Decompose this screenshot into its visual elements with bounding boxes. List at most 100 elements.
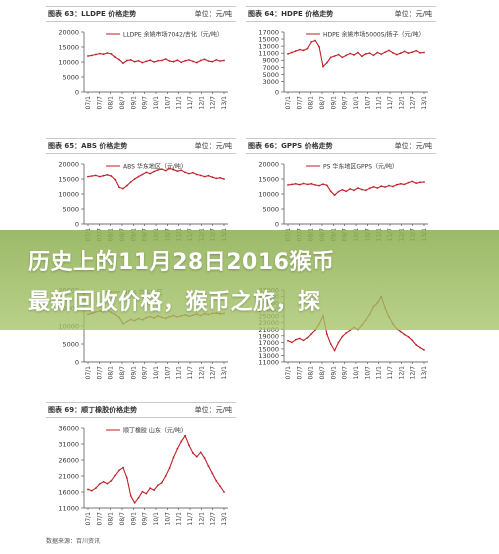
y-tick-label: 0 [75,221,79,229]
price-series-line [87,52,225,64]
y-tick-label: 0 [275,221,279,229]
data-point [368,52,371,55]
data-point [118,186,120,189]
legend-label: HDPE 余姚市场5000S/扬子（元/吨） [323,31,425,39]
data-point [376,51,379,54]
data-point [411,339,414,342]
x-tick-label: 10/1 [153,366,160,380]
data-point [106,482,109,485]
data-point [133,60,136,63]
price-series-line [87,435,225,504]
y-tick-label: 13000 [258,352,279,360]
x-tick-label: 07/7 [96,366,103,380]
data-point [157,59,159,62]
data-point [290,183,293,186]
x-tick-label: 08/1 [108,366,115,380]
data-point [168,167,171,170]
data-point [141,173,144,176]
data-point [341,335,344,338]
x-tick-label: 10/1 [353,96,360,110]
data-point [102,480,105,483]
data-point [153,61,155,63]
source-note: 数据来源：百川资讯 [46,538,101,545]
y-tick-label: 21000 [58,473,79,481]
data-point [223,178,225,180]
x-tick-label: 10/1 [353,366,360,380]
panel-header: 图表 64：HDPE 价格走势 单位：元/吨 [246,6,436,22]
x-tick-label: 11/1 [176,366,183,380]
data-point [219,60,222,62]
data-point [306,47,309,50]
data-point [176,59,179,62]
data-point [188,172,190,175]
data-point [333,55,336,57]
data-point [376,187,379,189]
lldpe-price-chart: 0 5000 10000 15000 20000 07/1 07/7 08/1 08/7 09/1… [58,29,228,110]
chart-panel-br: 图表 69：顺丁橡胶价格走势 单位：元/吨 11000 16000 21000 260… [46,402,236,534]
data-point [353,189,355,192]
x-tick-label: 13/1 [221,96,228,110]
data-point [341,56,344,59]
data-point [329,56,332,59]
data-point [388,49,390,52]
unit-label: 单位：元/吨 [194,142,232,150]
y-tick-label: 5000 [262,71,279,79]
data-point [145,60,148,63]
x-tick-label: 12/7 [210,512,217,526]
data-point [325,333,328,336]
figure-title: 图表 63：LLDPE 价格走势 [48,10,137,18]
data-point [149,172,152,175]
x-tick-label: 13/1 [421,96,428,110]
x-tick-label: 09/7 [142,366,149,380]
x-tick-label: 08/7 [119,512,126,526]
data-point [415,182,418,185]
data-point [215,479,218,482]
data-point [211,176,214,179]
data-point [333,349,336,352]
y-tick-label: 15000 [258,176,279,184]
data-point [176,447,179,450]
data-point [98,52,101,55]
x-tick-label: 07/1 [285,96,292,110]
data-point [314,39,317,42]
data-point [102,53,105,56]
x-tick-label: 08/7 [119,96,126,110]
data-point [294,182,297,185]
data-point [87,488,89,491]
data-point [160,168,163,170]
y-tick-label: 15000 [58,44,79,52]
data-point [203,58,206,61]
data-point [207,465,210,467]
data-point [357,187,359,189]
data-point [137,496,140,499]
x-tick-label: 09/7 [142,512,149,526]
data-point [98,175,101,178]
data-point [287,339,289,342]
y-tick-label: 17000 [258,29,279,37]
data-point [164,58,167,60]
x-tick-label: 12/1 [398,96,405,110]
data-point [141,61,144,64]
data-point [333,194,336,197]
data-point [423,51,425,54]
figure-title: 图表 69：顺丁橡胶价格走势 [48,406,138,414]
x-tick-label: 09/1 [130,96,137,110]
data-point [302,339,305,342]
data-point [118,58,120,61]
data-point [395,53,398,56]
x-tick-label: 09/1 [330,366,337,380]
data-point [168,60,171,62]
data-point [223,59,225,62]
data-point [349,52,352,55]
data-point [337,53,340,56]
data-point [360,55,363,58]
data-point [341,188,344,191]
data-point [125,184,128,187]
x-tick-label: 09/1 [330,96,337,110]
data-point [318,45,320,48]
y-tick-label: 10000 [58,191,79,199]
x-tick-label: 12/1 [198,96,205,110]
data-point [298,48,301,51]
data-point [329,343,332,345]
data-point [310,40,313,43]
